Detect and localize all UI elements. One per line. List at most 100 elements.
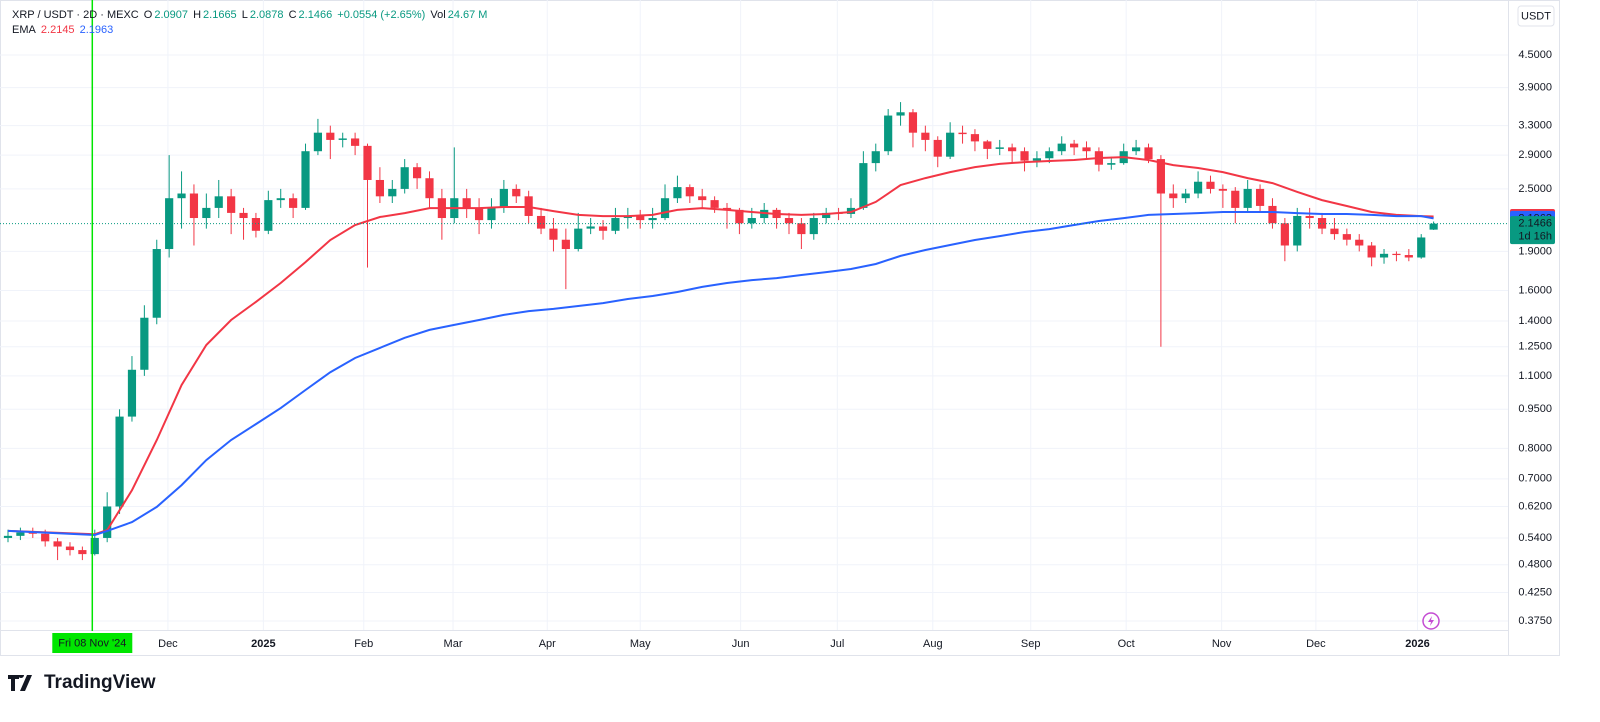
candle-body xyxy=(375,179,384,197)
axes: 0.3750 0.4250 0.4800 0.5400 0.6200 0.7000 0.80… xyxy=(52,49,1555,653)
candle-body xyxy=(1379,253,1389,258)
x-tick-label: Mar xyxy=(444,638,463,650)
close-value: 2.1466 xyxy=(298,9,333,21)
candle-body xyxy=(264,200,273,231)
candle-body xyxy=(846,207,856,214)
ema-line xyxy=(7,211,1434,537)
candle-body xyxy=(784,218,794,224)
candle-body xyxy=(165,198,174,250)
chart-frame xyxy=(0,0,1560,656)
candle-body xyxy=(1305,215,1314,219)
close-label: C xyxy=(288,9,297,21)
candle-body xyxy=(574,228,583,250)
candle-body xyxy=(152,249,161,318)
y-tick-label: 2.5000 xyxy=(1518,183,1552,195)
candle-body xyxy=(1392,253,1401,256)
candle-body xyxy=(611,218,620,231)
candle-body xyxy=(822,212,831,219)
candle-body xyxy=(1045,151,1054,159)
candle-body xyxy=(338,138,347,140)
currency-button[interactable] xyxy=(1517,5,1555,27)
ema-value: 2.2145 xyxy=(40,24,75,36)
y-tick-label: 2.9000 xyxy=(1518,149,1552,161)
y-tick-label: 0.4250 xyxy=(1518,586,1552,598)
candle-body xyxy=(214,196,223,208)
candle-body xyxy=(660,198,670,219)
alert-bolt[interactable] xyxy=(1428,616,1434,626)
candle-body xyxy=(673,187,682,199)
candle-body xyxy=(1417,237,1426,258)
candle-body xyxy=(276,198,285,201)
candle-body xyxy=(363,145,372,180)
candle-body xyxy=(351,138,360,146)
candle-body xyxy=(698,196,707,201)
brand-logo[interactable]: TradingView xyxy=(8,672,156,694)
currency[interactable]: USDT xyxy=(1521,10,1551,22)
candle-body xyxy=(1181,193,1190,199)
candle-body xyxy=(140,317,149,370)
candle-body xyxy=(1293,215,1302,246)
ema-label: EMA xyxy=(12,24,36,36)
candle-body xyxy=(474,207,484,221)
candle-body xyxy=(289,198,298,208)
y-tick-label: 0.7000 xyxy=(1518,473,1552,485)
candle-body xyxy=(1169,193,1178,199)
candle-body xyxy=(1156,159,1165,194)
y-tick-label: 0.8000 xyxy=(1518,442,1552,454)
legend-row: XRP / USDT · 2D · MEXC O 2.0907 H 2.1665 L… xyxy=(12,8,489,23)
x-tick-label: Apr xyxy=(539,638,556,650)
candle-body xyxy=(859,163,868,208)
candle-body xyxy=(958,132,967,135)
x-tick-label: Oct xyxy=(1118,638,1135,650)
alert-ring[interactable] xyxy=(1422,612,1440,630)
candle-body xyxy=(189,193,199,219)
legend-row: EMA 2.2145 2.1963 xyxy=(12,23,489,38)
high-label: H xyxy=(193,9,202,21)
candle-body xyxy=(536,215,546,229)
high-value: 2.1665 xyxy=(203,9,237,21)
price-tag-label: 2.1466 xyxy=(1518,218,1552,230)
candle-body xyxy=(326,132,335,140)
grid xyxy=(0,0,1508,630)
candle-body xyxy=(636,215,645,221)
candle-body xyxy=(1404,255,1413,258)
candle-body xyxy=(1280,223,1289,246)
candle-body xyxy=(400,167,409,189)
x-tick-label: Dec xyxy=(158,638,178,650)
candle-body xyxy=(313,132,323,152)
y-tick-label: 3.3000 xyxy=(1518,120,1552,132)
candle-body xyxy=(388,188,397,197)
candle-body xyxy=(946,132,955,157)
candle-body xyxy=(28,532,37,534)
candle-body xyxy=(425,178,434,199)
candle-body xyxy=(1218,188,1227,191)
candle-body xyxy=(227,196,236,213)
x-tick-label: 2025 xyxy=(251,638,275,650)
candle-body xyxy=(1231,190,1240,208)
candle-body xyxy=(1429,223,1438,230)
x-tick-label: May xyxy=(630,638,651,650)
candle-body xyxy=(710,200,719,208)
ema-value: 2.1963 xyxy=(79,24,114,36)
x-tick-label: Jul xyxy=(830,638,844,650)
candle-body xyxy=(412,167,422,179)
candle-body xyxy=(896,112,905,116)
x-tick-label: Jun xyxy=(732,638,750,650)
candle-body xyxy=(685,187,694,197)
y-tick-label: 0.5400 xyxy=(1518,532,1552,544)
candle-body xyxy=(598,226,608,231)
y-tick-label: 1.4000 xyxy=(1518,315,1552,327)
x-tick-label: Sep xyxy=(1021,638,1041,650)
candle-body xyxy=(884,115,893,152)
candle-body xyxy=(1367,245,1376,258)
y-tick-label: 3.9000 xyxy=(1518,82,1552,94)
y-tick-label: 1.6000 xyxy=(1518,284,1552,296)
alert-icon[interactable] xyxy=(1422,612,1440,630)
candle-body xyxy=(722,207,732,210)
candle-body xyxy=(1317,218,1327,229)
candle-body xyxy=(747,218,756,224)
y-tick-label: 0.6200 xyxy=(1518,500,1552,512)
candle-body xyxy=(871,151,880,164)
